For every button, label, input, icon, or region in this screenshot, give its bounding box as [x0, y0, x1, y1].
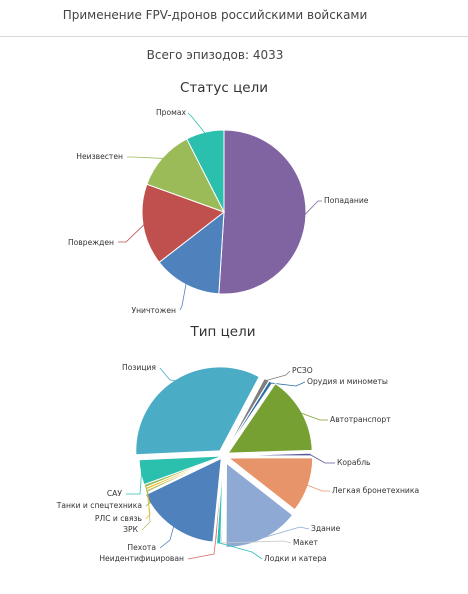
pie-type-label-13: САУ [107, 489, 122, 498]
pie-type: РСЗО Орудия и минометы Автотранспорт Корабл… [56, 363, 419, 563]
pie-type-leader-2 [300, 412, 328, 421]
pie-type-label-0: РСЗО [292, 366, 313, 375]
pie-type-leader-14 [159, 367, 176, 382]
pie-type-label-8: Неидентифицирован [99, 554, 184, 563]
pie-status-label-2: Поврежден [68, 238, 114, 247]
pie-type-leader-8 [187, 538, 217, 560]
pie-status-leader-3 [127, 156, 164, 159]
pie-status: Попадание Уничтожен Поврежден Неизвестен Про… [68, 108, 369, 315]
pie-type-label-6: Макет [293, 538, 318, 547]
pie-type-label-1: Орудия и минометы [307, 377, 388, 386]
pie-type-leader-1 [270, 381, 306, 387]
pie-type-label-14: Позиция [122, 363, 156, 372]
pie-status-label-3: Неизвестен [76, 152, 123, 161]
pie-type-leader-0 [266, 370, 291, 381]
pie-type-leader-13 [126, 472, 142, 495]
pie-type-label-4: Легкая бронетехника [332, 486, 419, 495]
pie-status-slice-4 [186, 129, 225, 213]
pie-type-leader-12 [145, 485, 151, 507]
pie-status-slice-2 [141, 183, 226, 263]
pie-type-label-2: Автотранспорт [330, 415, 391, 424]
chart-title-status: Статус цели [180, 80, 268, 96]
pie-type-label-11: РЛС и связь [95, 514, 143, 523]
pie-type-label-10: ЗРК [123, 525, 138, 534]
page-title: Применение FPV-дронов российскими войска… [62, 8, 368, 22]
pie-type-leader-4 [307, 484, 330, 492]
pie-status-slice-0 [218, 129, 307, 295]
pie-type-slice-13 [138, 455, 224, 486]
pie-type-leader-7 [218, 542, 263, 560]
pie-type-slice-3 [226, 452, 312, 457]
page-header: Применение FPV-дронов российскими войска… [0, 0, 468, 37]
pie-type-leader-9 [159, 526, 175, 549]
pie-status-label-4: Промах [156, 108, 187, 117]
pie-type-leader-3 [309, 454, 335, 464]
pie-status-slice-3 [146, 138, 226, 213]
total-episodes: Всего эпизодов: 4033 [146, 48, 284, 62]
pie-type-leader-5 [262, 526, 310, 539]
pie-status-leader-2 [118, 224, 145, 243]
pie-status-leader-1 [179, 283, 187, 311]
pie-status-label-0: Попадание [324, 196, 369, 205]
pie-type-leader-6 [221, 540, 292, 544]
pie-type-slice-2 [227, 382, 313, 454]
pie-type-slice-14 [135, 366, 260, 456]
pie-type-label-3: Корабль [337, 458, 371, 467]
pie-type-label-5: Здание [311, 524, 341, 533]
pie-status-leader-0 [304, 200, 322, 215]
pie-status-label-1: Уничтожен [131, 306, 176, 315]
pie-type-label-7: Лодки и катера [264, 554, 327, 563]
pie-type-slice-5 [225, 462, 294, 548]
pie-type-label-12: Танки и спецтехника [56, 501, 142, 510]
pie-type-label-9: Пехота [127, 543, 156, 552]
pie-status-leader-4 [187, 112, 206, 134]
chart-title-type: Тип цели [189, 324, 255, 340]
pie-type-leader-11 [145, 488, 151, 520]
